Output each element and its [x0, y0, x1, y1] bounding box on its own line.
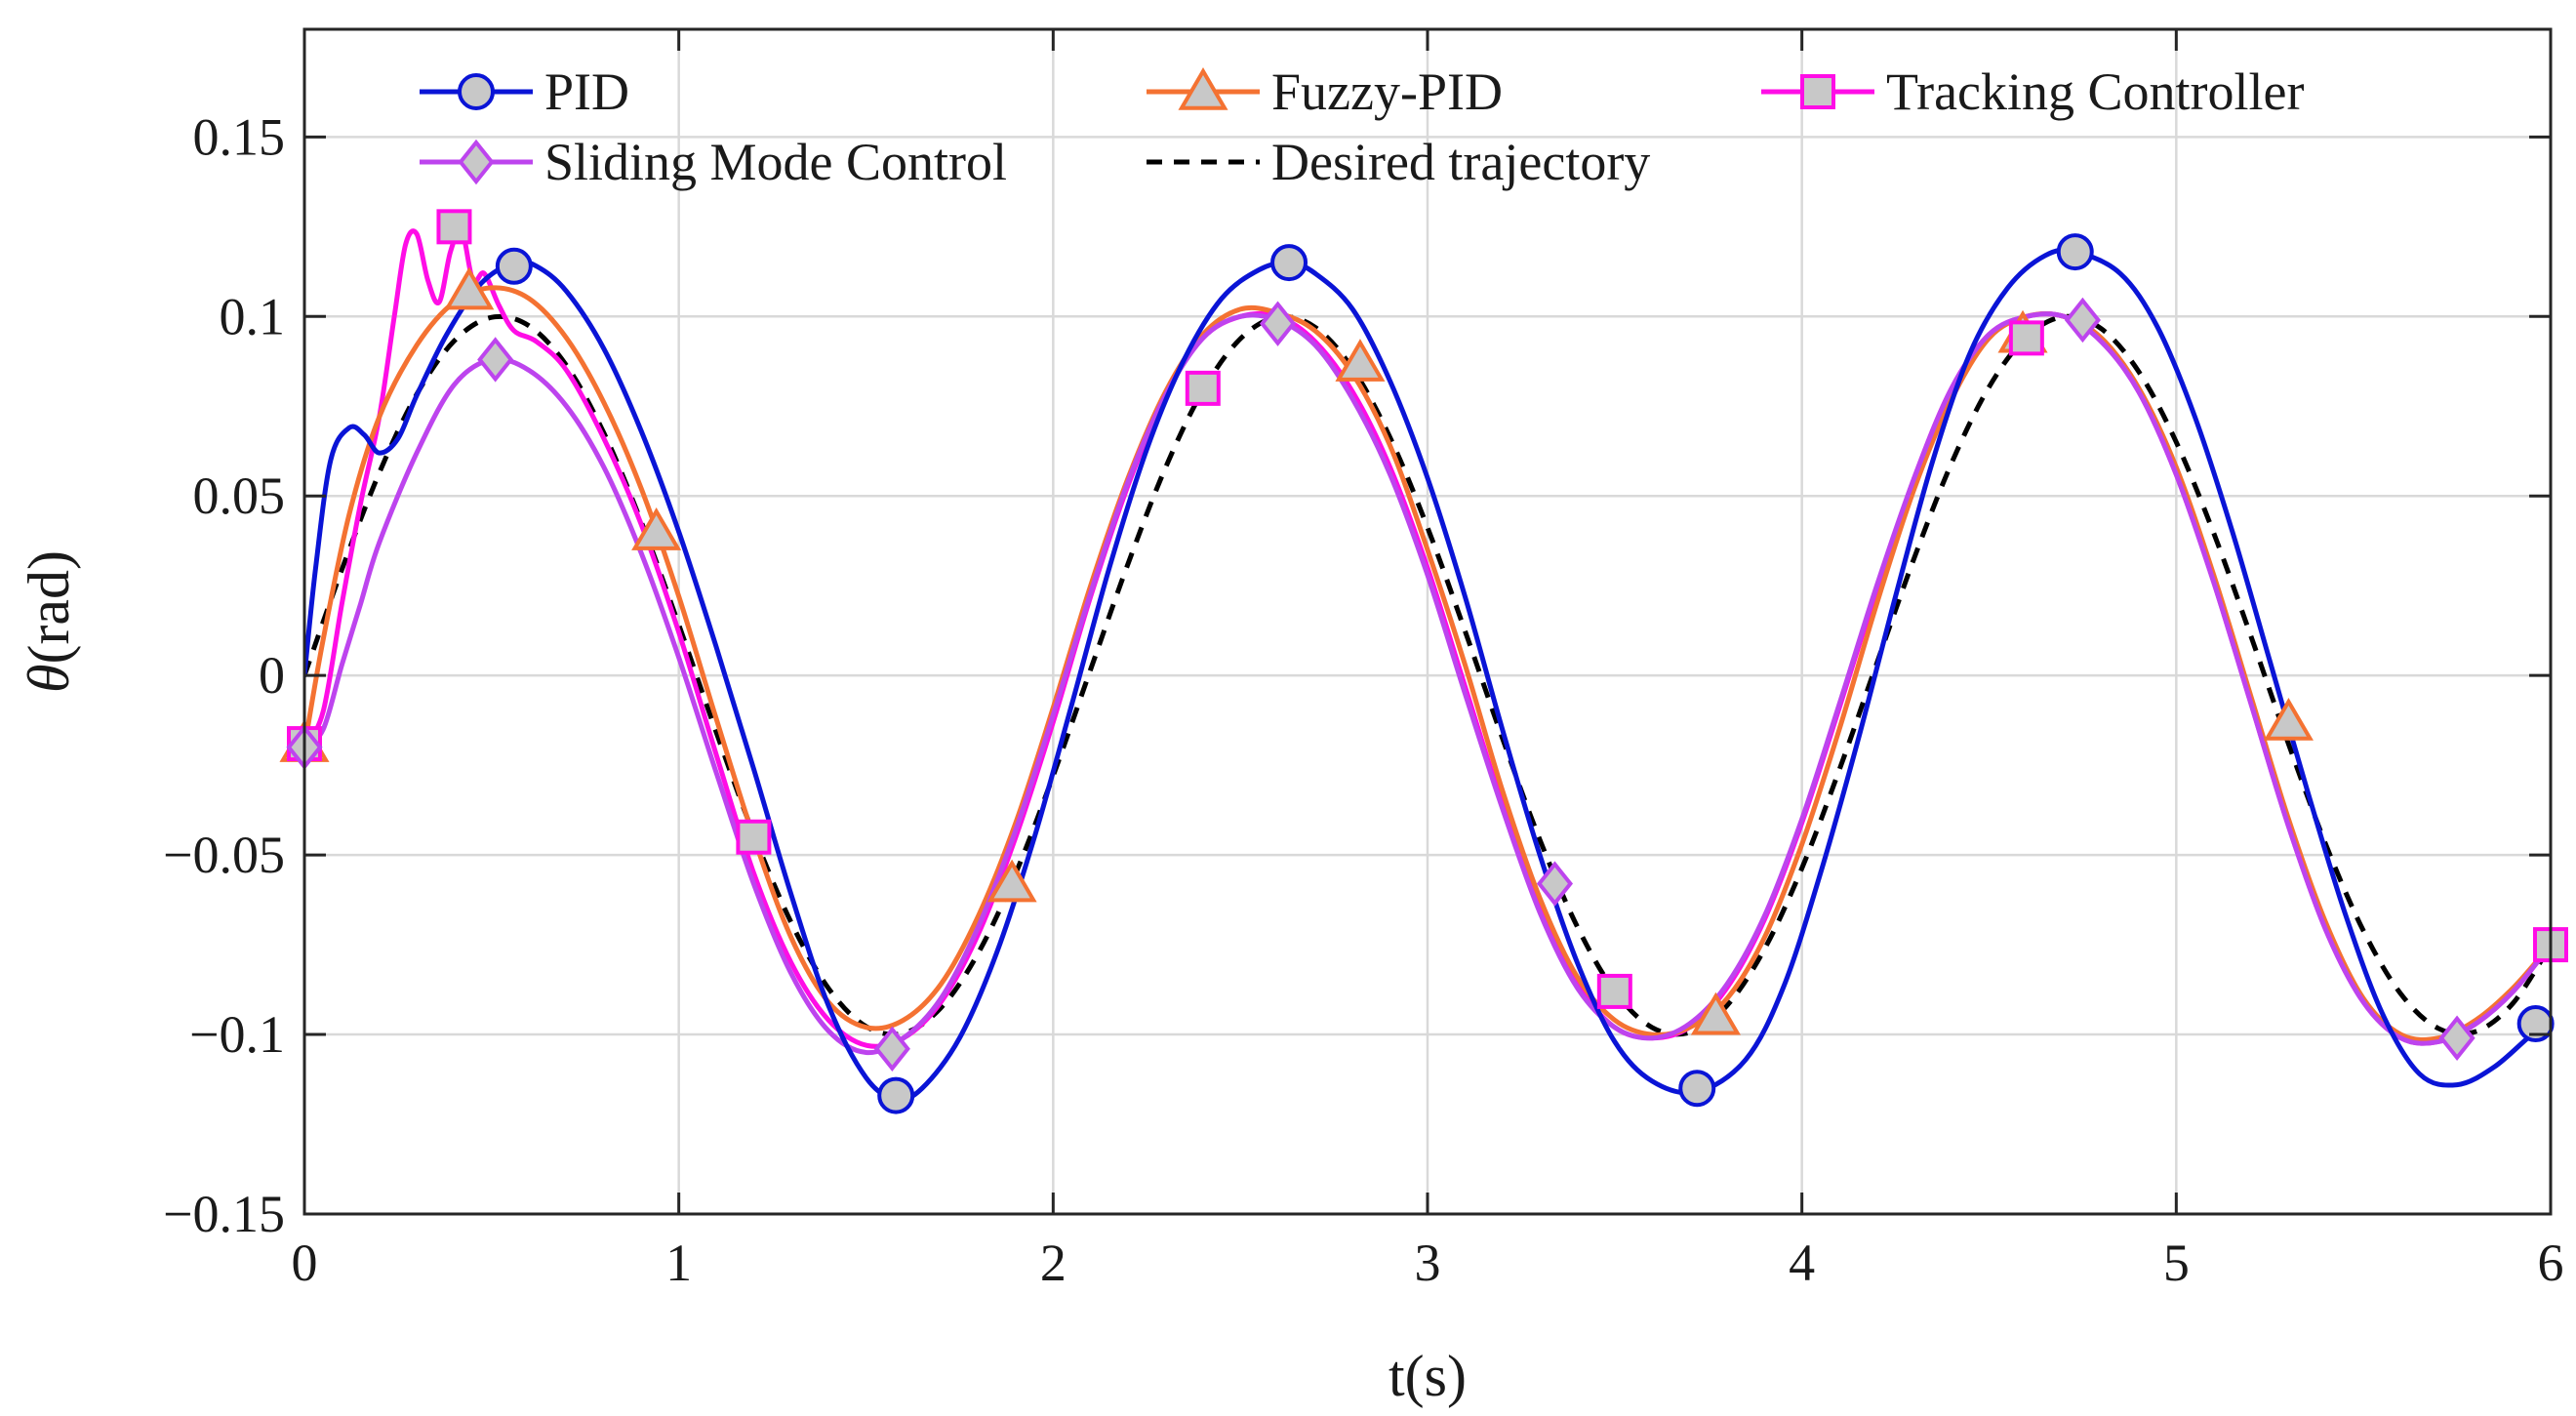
- legend-marker-sliding-mode-control: [458, 139, 495, 185]
- series-line-pid: [304, 247, 2551, 1103]
- x-tick-label: 1: [665, 1234, 692, 1292]
- legend-marker-tracking-controller: [1800, 74, 1835, 109]
- legend-label-pid: PID: [544, 62, 629, 121]
- data-point-pid: [2516, 1005, 2555, 1043]
- data-point-pid: [495, 247, 533, 285]
- y-tick-label: 0.05: [193, 466, 286, 525]
- grid: [304, 29, 2551, 1214]
- legend-label-tracking-controller: Tracking Controller: [1886, 62, 2304, 121]
- data-point-fuzzy-pid: [631, 507, 682, 550]
- data-point-sliding-mode-control: [2438, 1015, 2475, 1061]
- legend-label-sliding-mode-control: Sliding Mode Control: [544, 133, 1007, 191]
- y-tick-label: −0.1: [189, 1005, 285, 1064]
- data-point-tracking-controller: [736, 819, 772, 855]
- x-tick-label: 5: [2163, 1234, 2190, 1292]
- x-tick-label: 2: [1040, 1234, 1067, 1292]
- data-point-tracking-controller: [2008, 320, 2044, 356]
- data-point-tracking-controller: [1185, 370, 1221, 406]
- y-axis-symbol: θ: [17, 665, 81, 693]
- data-point-pid: [877, 1076, 915, 1114]
- data-point-pid: [1270, 244, 1308, 282]
- y-tick-label: 0.1: [220, 287, 286, 345]
- series-line-desired-trajectory: [304, 313, 2551, 1037]
- series-line-sliding-mode-control: [304, 311, 2551, 1056]
- y-tick-label: −0.15: [163, 1185, 285, 1243]
- data-point-pid: [2056, 233, 2094, 271]
- legend-label-desired-trajectory: Desired trajectory: [1271, 133, 1650, 191]
- data-point-fuzzy-pid: [1335, 339, 1386, 382]
- data-point-tracking-controller: [436, 209, 472, 245]
- data-point-sliding-mode-control: [2064, 297, 2101, 344]
- data-point-sliding-mode-control: [477, 337, 514, 383]
- data-point-fuzzy-pid: [444, 266, 495, 310]
- legend-label-fuzzy-pid: Fuzzy-PID: [1271, 62, 1503, 121]
- x-axis-title: t(s): [1389, 1344, 1467, 1408]
- tick-labels: 0 1 2 3 4 5 6 −0.15 −0.1 −0.05 0 0.05 0.1 0.15: [163, 107, 2563, 1292]
- y-tick-label: −0.05: [163, 826, 285, 884]
- y-tick-label: 0: [259, 646, 285, 705]
- y-tick-label: 0.15: [193, 107, 286, 166]
- data-point-sliding-mode-control: [873, 1026, 910, 1072]
- legend-marker-fuzzy-pid: [1178, 67, 1228, 110]
- data-point-fuzzy-pid: [2263, 698, 2314, 741]
- data-point-pid: [1678, 1070, 1716, 1108]
- axis-ticks: [302, 29, 2553, 1216]
- data-point-fuzzy-pid: [1690, 991, 1741, 1035]
- x-tick-label: 3: [1415, 1234, 1441, 1292]
- x-tick-label: 4: [1789, 1234, 1815, 1292]
- marker-layer: [279, 209, 2568, 1114]
- x-tick-label: 6: [2538, 1234, 2564, 1292]
- data-point-sliding-mode-control: [1259, 301, 1297, 346]
- data-point-fuzzy-pid: [986, 859, 1037, 903]
- legend: PID Fuzzy-PID Tracking Controller Sliding M…: [420, 62, 2304, 191]
- y-axis-unit: (rad): [17, 550, 81, 665]
- x-tick-label: 0: [292, 1234, 318, 1292]
- legend-marker-pid: [458, 73, 495, 110]
- data-point-sliding-mode-control: [1536, 861, 1574, 907]
- data-point-tracking-controller: [1596, 973, 1632, 1009]
- y-axis-title: θ(rad): [17, 550, 81, 693]
